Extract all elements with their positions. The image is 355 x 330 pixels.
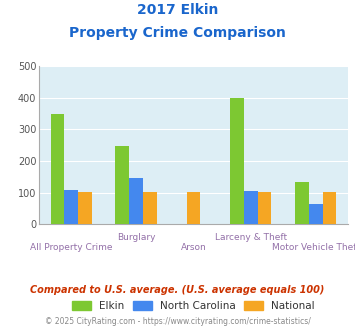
Bar (258, 192, 272, 224)
Bar (115, 146, 129, 224)
Text: Property Crime Comparison: Property Crime Comparison (69, 26, 286, 40)
Legend: Elkin, North Carolina, National: Elkin, North Carolina, National (72, 301, 315, 311)
Bar (143, 192, 157, 224)
Bar (230, 98, 244, 224)
Text: Compared to U.S. average. (U.S. average equals 100): Compared to U.S. average. (U.S. average … (30, 285, 325, 295)
Bar (244, 190, 258, 224)
Bar (187, 192, 200, 224)
Bar (295, 182, 309, 224)
Text: Motor Vehicle Theft: Motor Vehicle Theft (272, 243, 355, 251)
Bar (64, 189, 78, 224)
Text: All Property Crime: All Property Crime (30, 243, 113, 251)
Text: Larceny & Theft: Larceny & Theft (215, 233, 287, 242)
Text: 2017 Elkin: 2017 Elkin (137, 3, 218, 17)
Text: Burglary: Burglary (117, 233, 155, 242)
Bar (129, 178, 143, 224)
Bar (78, 192, 92, 224)
Text: © 2025 CityRating.com - https://www.cityrating.com/crime-statistics/: © 2025 CityRating.com - https://www.city… (45, 317, 310, 326)
Text: Arson: Arson (181, 243, 206, 251)
Bar (323, 192, 337, 224)
Bar (50, 114, 64, 224)
Bar (309, 204, 323, 224)
